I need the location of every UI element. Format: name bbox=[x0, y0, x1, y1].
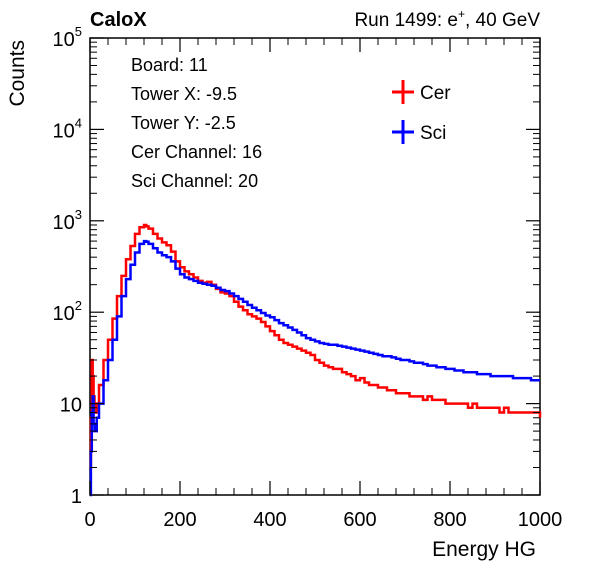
ticks-layer: 0 200 400 600 800 1000 1 10 102 103 104 105 bbox=[53, 24, 563, 531]
info-line: Tower Y: -2.5 bbox=[131, 113, 236, 133]
info-line: Board: 11 bbox=[131, 55, 208, 75]
info-line: Sci Channel: 20 bbox=[131, 171, 258, 191]
y-tick-label: 10 bbox=[60, 395, 82, 417]
series-layer bbox=[89, 223, 542, 497]
plot-frame bbox=[89, 37, 541, 496]
x-tick-label: 800 bbox=[433, 509, 466, 531]
series-line-sci bbox=[89, 239, 540, 497]
legend-label: Cer bbox=[420, 83, 451, 104]
info-box: Board: 11 Tower X: -9.5 Tower Y: -2.5 Cer C… bbox=[131, 55, 262, 191]
legend-item-sci: Sci bbox=[392, 120, 446, 144]
series-line-cer bbox=[89, 223, 542, 469]
series-cer bbox=[89, 223, 542, 469]
info-line: Tower X: -9.5 bbox=[131, 84, 237, 104]
x-tick-label: 1000 bbox=[518, 509, 563, 531]
y-tick-label: 104 bbox=[53, 115, 82, 142]
x-tick-label: 200 bbox=[163, 509, 196, 531]
x-tick-label: 400 bbox=[253, 509, 286, 531]
legend: Cer Sci bbox=[392, 80, 451, 144]
y-tick-label: 1 bbox=[71, 486, 82, 508]
y-tick-label: 103 bbox=[53, 207, 82, 234]
info-line: Cer Channel: 16 bbox=[131, 142, 262, 162]
y-tick-label: 102 bbox=[53, 298, 82, 325]
y-tick-label: 105 bbox=[53, 24, 82, 51]
series-sci bbox=[89, 239, 540, 497]
y-axis-label: Counts bbox=[6, 40, 29, 107]
x-tick-label: 600 bbox=[343, 509, 376, 531]
legend-label: Sci bbox=[420, 123, 446, 144]
header-left-label: CaloX bbox=[90, 9, 147, 31]
header-right-label: Run 1499: e+, 40 GeV bbox=[354, 7, 540, 31]
x-tick-label: 0 bbox=[84, 509, 95, 531]
x-axis-label: Energy HG bbox=[432, 538, 536, 561]
legend-item-cer: Cer bbox=[392, 80, 451, 104]
plot-area bbox=[89, 37, 541, 496]
